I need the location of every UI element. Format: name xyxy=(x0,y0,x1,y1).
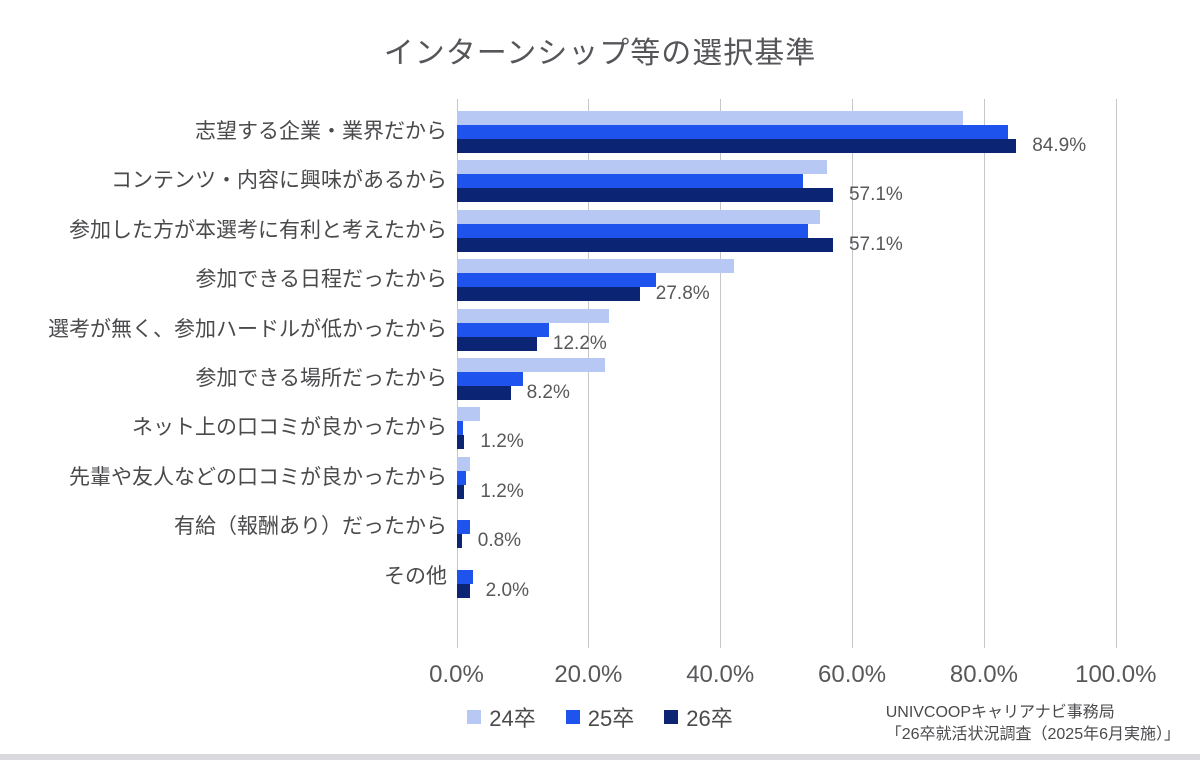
legend-swatch xyxy=(565,710,580,724)
bar xyxy=(456,372,524,386)
bar xyxy=(456,111,963,125)
bar xyxy=(456,520,471,535)
bar xyxy=(456,484,465,499)
legend-label: 25卒 xyxy=(587,706,635,731)
bar xyxy=(456,322,549,337)
bar xyxy=(456,125,1009,139)
bar xyxy=(456,386,511,400)
source-line-1: UNIVCOOPキャリアナビ事務局 xyxy=(885,704,1115,721)
bar xyxy=(456,583,470,598)
legend-label: 24卒 xyxy=(489,706,536,731)
value-label: 27.8% xyxy=(655,283,710,305)
category-label: 参加した方が本選考に有利と考えたから xyxy=(69,218,447,242)
legend-item: 26卒 xyxy=(664,701,733,733)
category-label: コンテンツ・内容に興味があるから xyxy=(111,169,447,193)
bar xyxy=(456,421,464,436)
category-label: 有給（報酬あり）だったから xyxy=(174,515,447,539)
category-label: その他 xyxy=(384,564,447,588)
value-label: 2.0% xyxy=(485,579,529,601)
category-label: ネット上の口コミが良かったから xyxy=(132,416,447,440)
value-label: 57.1% xyxy=(848,184,903,206)
gridline xyxy=(983,99,985,648)
bar xyxy=(456,336,537,351)
bar xyxy=(456,273,656,288)
bar xyxy=(456,358,605,372)
category-label: 志望する企業・業界だから xyxy=(195,120,447,143)
legend-item: 25卒 xyxy=(565,701,635,733)
x-axis-tick-label: 80.0% xyxy=(949,661,1018,688)
bar xyxy=(456,569,473,584)
bar xyxy=(456,308,610,323)
gridline xyxy=(588,99,590,648)
value-label: 1.2% xyxy=(480,480,524,502)
x-axis-tick-label: 100.0% xyxy=(1075,661,1157,688)
gridline xyxy=(720,99,722,648)
legend: 24卒 25卒 26卒 xyxy=(0,701,1200,733)
bar xyxy=(456,534,462,549)
x-axis-tick-label: 0.0% xyxy=(429,661,484,688)
category-label: 先輩や友人などの口コミが良かったから xyxy=(69,465,447,489)
legend-swatch xyxy=(664,710,679,724)
bar xyxy=(456,237,833,252)
bar xyxy=(456,174,804,189)
x-axis-tick-label: 40.0% xyxy=(686,661,755,688)
bar xyxy=(456,287,640,302)
category-label: 参加できる日程だったから xyxy=(195,268,447,292)
value-label: 0.8% xyxy=(477,530,522,552)
bar xyxy=(456,188,833,203)
bar xyxy=(456,456,470,471)
bottom-strip xyxy=(0,754,1200,760)
value-label: 1.2% xyxy=(480,431,524,453)
bar xyxy=(456,407,480,422)
source-line-2: 「26卒就活状況調査（2025年6月実施）」 xyxy=(885,726,1180,743)
bar xyxy=(456,223,808,238)
category-label: 選考が無く、参加ハードルが低かったから xyxy=(48,317,447,341)
bar xyxy=(456,160,828,175)
gridline xyxy=(1115,99,1117,648)
bar xyxy=(456,259,735,274)
category-label: 参加できる場所だったから xyxy=(195,367,447,390)
source-attribution: UNIVCOOPキャリアナビ事務局 「26卒就活状況調査（2025年6月実施）」 xyxy=(886,702,1180,746)
x-axis-tick-label: 20.0% xyxy=(554,661,623,688)
bar xyxy=(456,209,820,224)
legend-label: 26卒 xyxy=(686,706,733,731)
legend-swatch xyxy=(467,710,482,724)
chart-title: インターンシップ等の選択基準 xyxy=(383,37,817,70)
bar xyxy=(456,435,465,450)
legend-item: 24卒 xyxy=(467,701,536,733)
gridline xyxy=(852,99,854,648)
bar xyxy=(456,470,466,485)
value-label: 84.9% xyxy=(1032,135,1087,156)
value-label: 57.1% xyxy=(848,233,903,255)
value-label: 8.2% xyxy=(526,382,570,403)
bar xyxy=(456,139,1017,153)
value-label: 12.2% xyxy=(552,332,607,354)
x-axis-tick-label: 60.0% xyxy=(818,661,887,688)
